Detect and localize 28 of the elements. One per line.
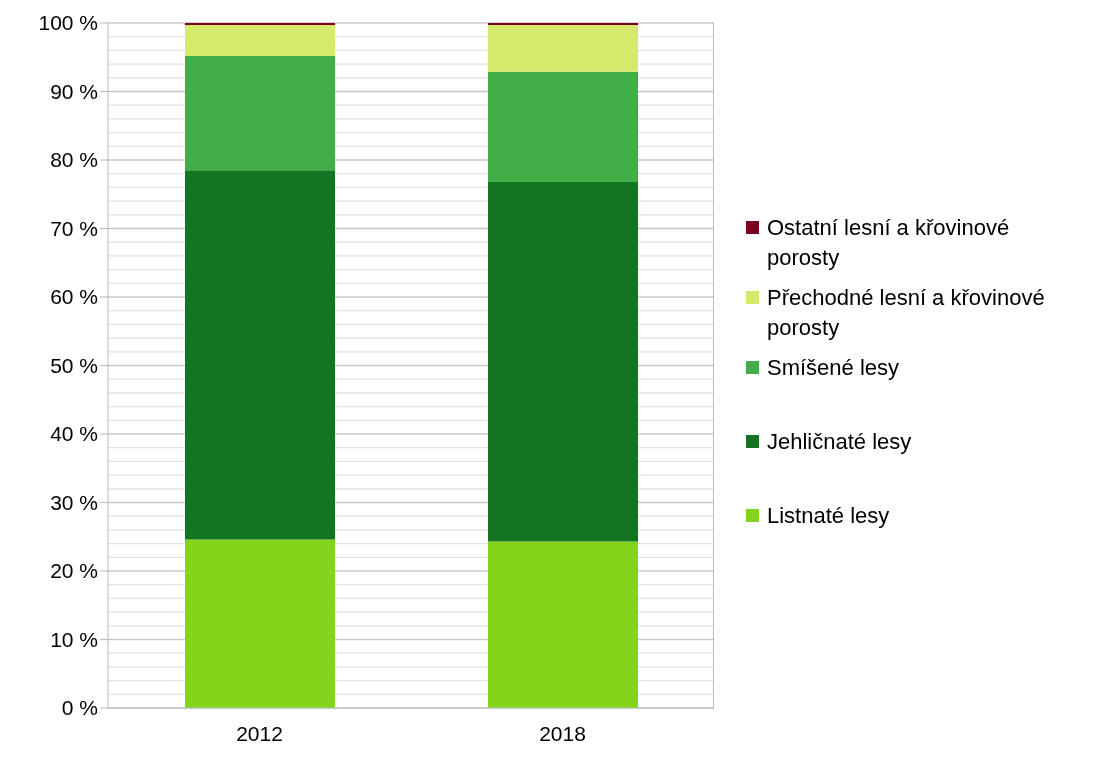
y-tick-label: 80 % [50,148,98,172]
y-tick-label: 10 % [50,627,98,651]
legend-label: Jehličnaté lesy [767,428,912,456]
bar [185,170,335,540]
x-tick-label: 2012 [236,721,283,745]
bar [185,23,335,26]
legend-label: Ostatní lesní a křovinové porosty [767,214,1011,272]
y-tick-label: 100 % [38,11,98,35]
x-tick-label: 2018 [539,721,586,745]
y-tick-label: 60 % [50,285,98,309]
y-tick-label: 50 % [50,353,98,377]
y-tick-label: 20 % [50,559,98,583]
bar [185,539,335,708]
bar [488,541,638,708]
bar [488,23,638,26]
y-tick-label: 0 % [61,696,98,720]
bar [488,181,638,542]
bar [488,71,638,182]
y-tick-label: 90 % [50,79,98,103]
bar [185,55,335,171]
bar [488,25,638,72]
legend-label: Smíšené lesy [767,354,900,382]
bar [185,25,335,56]
y-tick-label: 40 % [50,422,98,446]
y-tick-label: 30 % [50,490,98,514]
legend-label: Přechodné lesní a křovinové porosty [767,284,1046,342]
y-tick-label: 70 % [50,216,98,240]
legend-label: Listnaté lesy [767,502,890,530]
